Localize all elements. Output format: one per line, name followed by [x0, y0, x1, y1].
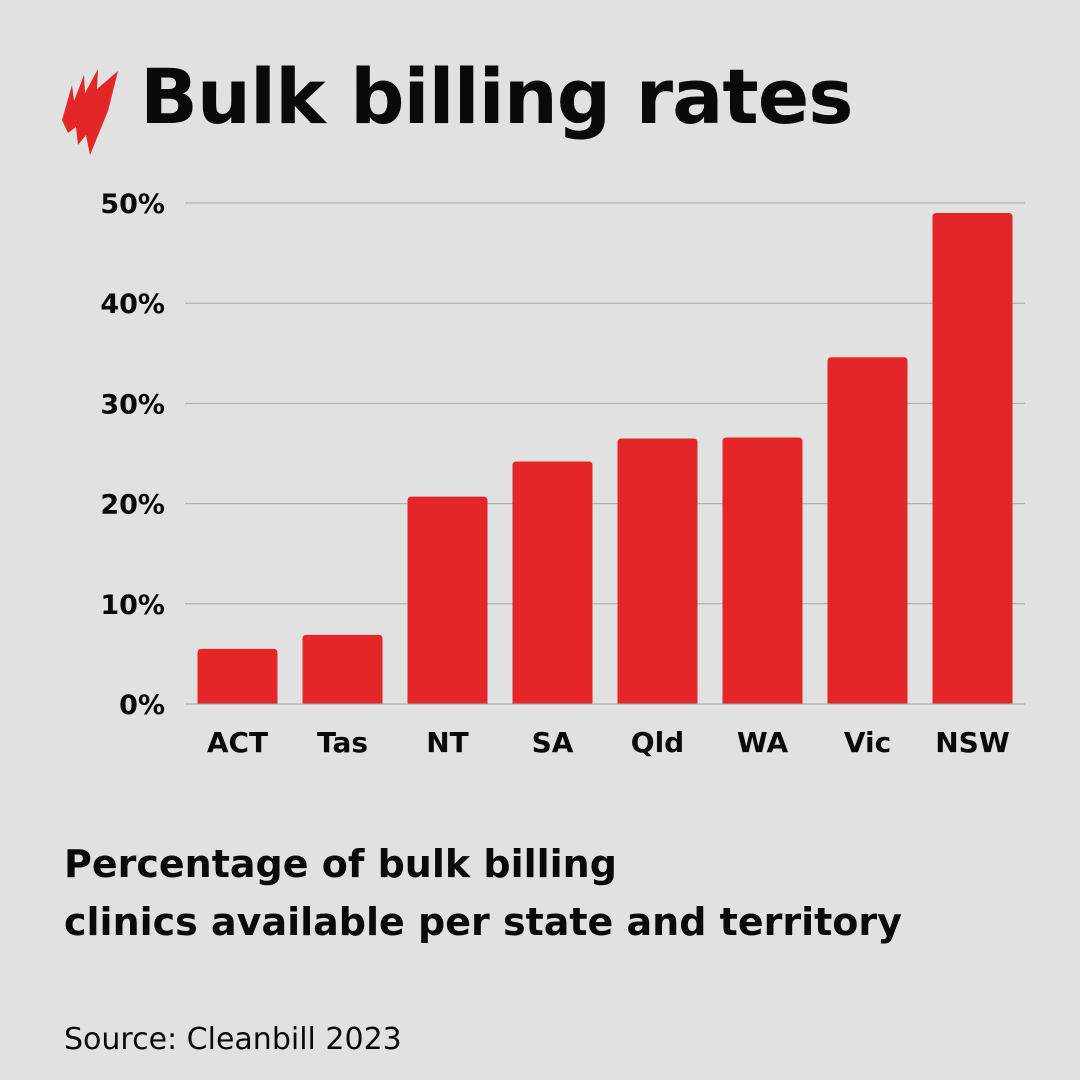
x-tick-label: WA	[737, 726, 789, 759]
subtitle-line-1: Percentage of bulk billing	[64, 842, 617, 886]
bar-Vic	[827, 357, 908, 704]
chart-subtitle: Percentage of bulk billing clinics avail…	[64, 835, 902, 951]
source-note: Source: Cleanbill 2023	[64, 1022, 402, 1057]
x-tick-label: Qld	[631, 726, 684, 759]
x-tick-label: Tas	[317, 726, 368, 759]
bar-SA	[512, 461, 593, 704]
subtitle-line-2: clinics available per state and territor…	[64, 900, 902, 944]
y-tick-label: 20%	[100, 490, 165, 521]
bar-Tas	[302, 634, 383, 704]
bar-WA	[722, 437, 803, 704]
bar-chart: 0% 10% 20% 30% 40% 50% ACT Tas NT SA Qld WA Vic NSW	[100, 189, 1025, 759]
y-tick-label: 0%	[119, 690, 165, 721]
bar-ACT	[197, 648, 278, 704]
bar-NT	[407, 496, 488, 704]
x-tick-label: NT	[426, 726, 469, 759]
y-tick-label: 50%	[100, 189, 165, 220]
x-tick-label: SA	[532, 726, 574, 759]
sbs-logo-icon	[62, 69, 118, 155]
bar-NSW	[932, 213, 1013, 704]
y-tick-label: 10%	[100, 590, 165, 621]
chart-title: Bulk billing rates	[140, 52, 854, 141]
x-tick-label: Vic	[844, 726, 891, 759]
y-tick-label: 40%	[100, 289, 165, 320]
x-tick-label: ACT	[207, 726, 268, 759]
x-tick-label: NSW	[935, 726, 1010, 759]
y-tick-label: 30%	[100, 389, 165, 420]
bar-Qld	[617, 438, 698, 704]
